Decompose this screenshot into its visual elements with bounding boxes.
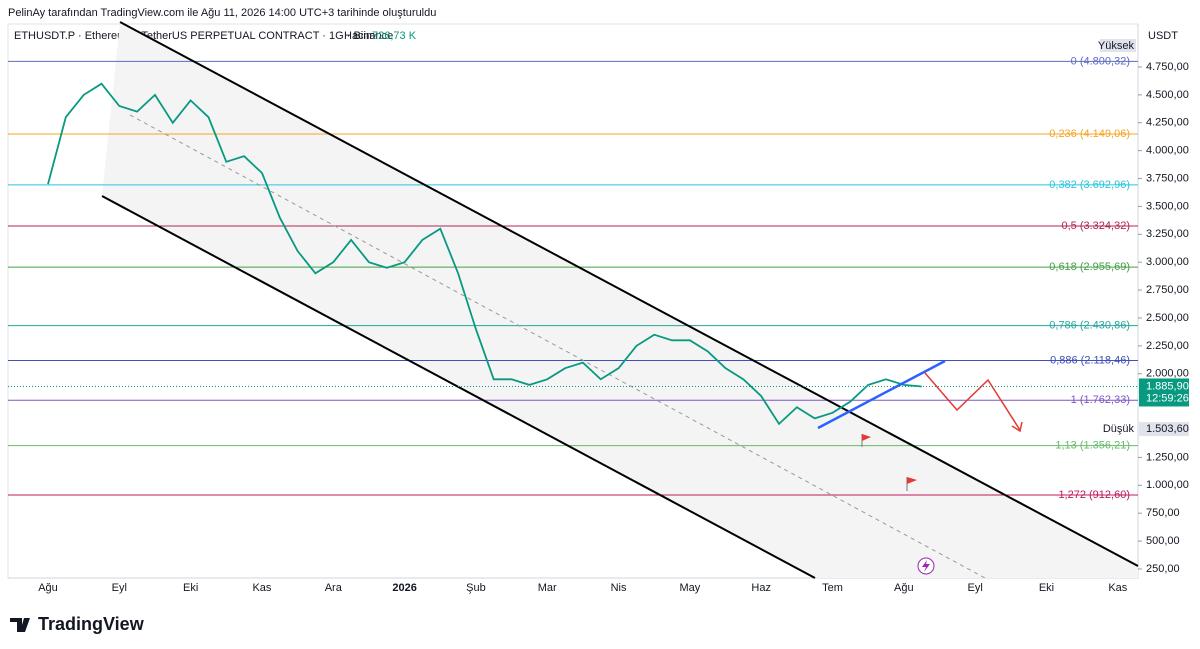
fib-label: 0,786 (2.430,86) [1049,320,1130,332]
flag [861,434,871,447]
fib-label: 1 (1.762,33) [1071,394,1130,406]
x-tick-label: Eyl [112,582,127,594]
fib-label: 0 (4.800,32) [1071,55,1130,67]
channel-fill [102,22,1138,578]
volume-label: Hacim [344,30,375,42]
fib-label: 0,886 (2.118,46) [1050,354,1130,366]
y-tick-label: 2.750,00 [1146,284,1189,296]
y-tick-label: 3.000,00 [1146,256,1189,268]
arrow-head [1011,421,1023,433]
x-tick-label: Mar [538,582,557,594]
last-price: 1.885,90 [1146,380,1189,392]
low-box [1139,422,1189,437]
projection-arrow [924,372,1021,431]
x-tick-label: Ara [325,582,343,594]
x-tick-label: Ağu [894,582,914,594]
x-tick-label: Kas [252,582,271,594]
y-tick-label: 2.250,00 [1146,340,1189,352]
low-value: 1.503,60 [1146,423,1189,435]
y-tick-label: 3.500,00 [1146,200,1189,212]
fib-label: 0,5 (3.324,32) [1062,220,1131,232]
y-tick-label: 3.250,00 [1146,228,1189,240]
x-tick-label: 2026 [392,582,416,594]
volume: 726,73 K [372,30,417,42]
y-tick-label: 1.000,00 [1146,479,1189,491]
y-tick-label: 4.250,00 [1146,117,1189,129]
x-tick-label: Tem [822,582,843,594]
y-tick-label: 2.000,00 [1146,368,1189,380]
x-tick-label: Nis [611,582,627,594]
x-tick-label: Eki [1039,582,1054,594]
x-tick-label: Eki [183,582,198,594]
countdown: 12:59:26 [1146,392,1189,404]
x-tick-label: Ağu [38,582,58,594]
fib-label: 0,236 (4.149,06) [1049,128,1130,140]
y-tick-label: 750,00 [1146,507,1180,519]
flag [906,477,917,491]
low-label: Düşük [1103,423,1135,435]
high-label: Yüksek [1098,40,1135,52]
channel-lower [101,195,816,579]
y-tick-label: 1.250,00 [1146,451,1189,463]
fib-label: 0,618 (2.955,69) [1049,261,1130,273]
y-tick-label: 500,00 [1146,535,1180,547]
channel-mid [129,114,986,579]
attribution: PelinAy tarafından TradingView.com ile A… [8,7,436,19]
fib-label: 1,13 (1.356,21) [1055,439,1130,451]
price-line [47,82,922,426]
x-tick-label: Kas [1108,582,1127,594]
x-tick-label: Şub [466,582,486,594]
currency: USDT [1148,30,1178,42]
y-tick-label: 3.750,00 [1146,172,1189,184]
y-tick-label: 250,00 [1146,563,1180,575]
y-tick-label: 4.000,00 [1146,145,1189,157]
x-tick-label: Haz [751,582,771,594]
high-box [1100,39,1136,52]
logo [10,618,30,632]
trend-line [817,359,946,430]
y-tick-label: 2.500,00 [1146,312,1189,324]
symbol: ETHUSDT.P · Ethereum / TetherUS PERPETUA… [14,30,393,42]
x-tick-label: May [679,582,700,594]
x-tick-label: Eyl [968,582,983,594]
fib-label: 0,382 (3.692,96) [1049,179,1130,191]
fib-levels: 0 (4.800,32) 0,236 (4.149,06) 0,382 (3.692… [8,55,1138,501]
channel-upper [119,21,1139,567]
last-price-box [1139,378,1189,407]
fib-label: 1,272 (912,60) [1058,489,1130,501]
axes: 250,00 500,00 750,00 1.000,00 1.250,00 2.000,… [8,39,1189,594]
event-bolt [922,560,930,572]
y-tick-label: 4.750,00 [1146,61,1189,73]
y-tick-label: 4.500,00 [1146,89,1189,101]
brand: TradingView [38,614,145,634]
price-layer [47,82,922,426]
